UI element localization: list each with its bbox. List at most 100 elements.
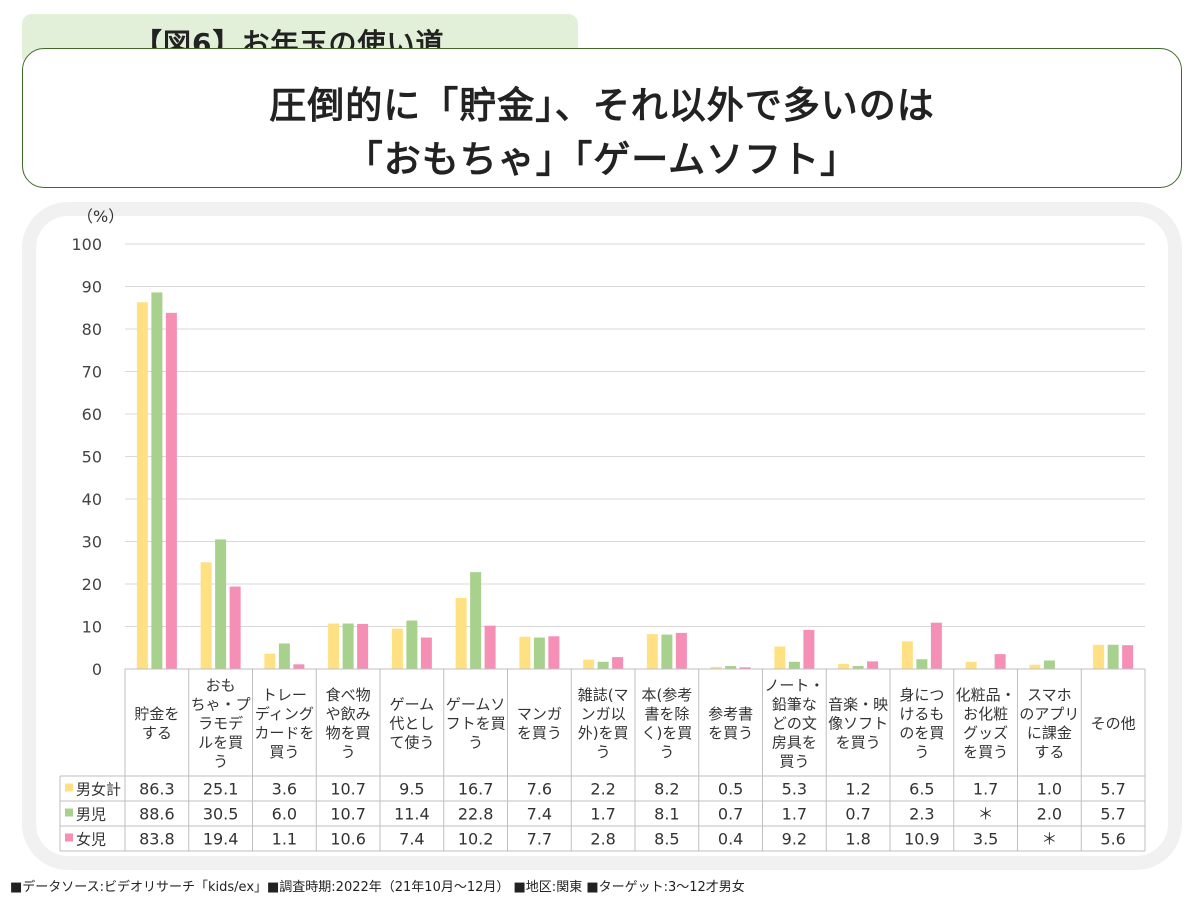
category-label-line: 書を除: [644, 705, 689, 723]
bar: [1029, 664, 1041, 669]
y-tick-label: 100: [71, 235, 102, 254]
category-label-line: その他: [1091, 715, 1136, 733]
data-value: 1.7: [973, 780, 998, 799]
category-label-line: を買う: [963, 743, 1008, 761]
category-label-line: ラモデ: [198, 715, 243, 733]
category-label: 食べ物や飲み物を買う: [326, 686, 371, 761]
data-value: 8.5: [654, 830, 679, 849]
data-value: 1.7: [590, 805, 615, 824]
bar: [484, 625, 496, 669]
bar: [533, 637, 545, 669]
category-label-line: 代とし: [389, 715, 434, 733]
data-value: 1.8: [845, 830, 870, 849]
y-tick-label: 40: [82, 490, 102, 509]
category-label-line: ノート・: [764, 677, 824, 695]
bar: [328, 623, 340, 669]
bar: [264, 653, 276, 669]
category-label: スマホのアプリに課金する: [1019, 686, 1079, 761]
category-label-line: お化粧: [963, 705, 1008, 723]
y-tick-label: 70: [82, 363, 102, 382]
category-label-line: 買う: [779, 753, 809, 771]
series-name: 男女計: [76, 781, 121, 799]
bar: [930, 622, 942, 669]
category-label-line: おも: [206, 677, 236, 695]
y-tick-label: 50: [82, 448, 102, 467]
category-label-line: う: [213, 753, 228, 771]
y-tick-label: 80: [82, 320, 102, 339]
category-label-line: 像ソフト: [828, 715, 888, 733]
category-label-line: く)を買: [641, 724, 692, 742]
category-label-line: ゲーム: [390, 696, 435, 714]
category-label-line: 身につ: [899, 686, 944, 704]
legend-key: [65, 833, 73, 842]
data-value: 16.7: [458, 780, 494, 799]
category-label-line: 参考書: [708, 705, 753, 723]
bar: [583, 659, 595, 669]
y-tick-label: 0: [92, 660, 102, 679]
bar: [136, 302, 148, 669]
bar: [710, 666, 722, 669]
category-label-line: する: [142, 724, 172, 742]
bar: [1107, 644, 1119, 669]
bar: [774, 646, 786, 669]
data-value: 8.2: [654, 780, 679, 799]
category-label: その他: [1091, 715, 1136, 733]
category-label-line: 物を買: [326, 724, 371, 742]
category-label-line: 買う: [269, 743, 299, 761]
bar: [994, 654, 1006, 669]
data-value: 8.1: [654, 805, 679, 824]
category-label-line: 鉛筆な: [772, 696, 817, 714]
category-label: 音楽・映像ソフトを買う: [828, 696, 888, 752]
category-label-line: スマホ: [1027, 686, 1072, 704]
y-unit-label: （%）: [77, 207, 124, 226]
data-value: 7.6: [527, 780, 552, 799]
bar: [200, 562, 212, 669]
category-label-line: トレー: [262, 686, 307, 704]
bar: [357, 623, 369, 669]
data-value: 6.5: [909, 780, 934, 799]
category-label-line: う: [914, 743, 929, 761]
series-name: 女児: [76, 831, 106, 849]
data-value: 0.4: [718, 830, 743, 849]
bar: [661, 634, 673, 669]
bar: [901, 641, 913, 669]
category-label: ノート・鉛筆などの文房具を買う: [764, 677, 824, 771]
data-value: ＊: [1041, 830, 1057, 849]
bar: [229, 586, 241, 669]
bar: [838, 663, 850, 669]
bar: [965, 661, 977, 669]
data-value: 25.1: [203, 780, 239, 799]
data-value: 30.5: [203, 805, 239, 824]
category-label-line: のアプリ: [1019, 705, 1079, 723]
category-label: ゲームソフトを買う: [446, 696, 506, 752]
category-label-line: ディング: [255, 705, 314, 723]
y-tick-label: 90: [82, 278, 102, 297]
bar: [646, 634, 658, 669]
bar: [342, 623, 354, 669]
bar: [165, 312, 177, 669]
category-label: トレーディングカードを買う: [254, 686, 314, 761]
bar: [406, 620, 418, 669]
category-label-line: う: [341, 743, 356, 761]
y-tick-label: 30: [82, 533, 102, 552]
category-label-line: カードを: [254, 724, 314, 742]
category-label: 化粧品・お化粧グッズを買う: [956, 686, 1016, 761]
category-label-line: て使う: [389, 734, 434, 752]
data-value: 7.4: [399, 830, 424, 849]
data-value: 19.4: [203, 830, 239, 849]
series-name: 男児: [76, 806, 106, 824]
y-tick-label: 10: [82, 618, 102, 637]
category-label-line: ルを買: [198, 734, 243, 752]
category-label-line: 化粧品・: [956, 686, 1016, 704]
title-box: 圧倒的に「貯金」、それ以外で多いのは 「おもちゃ」「ゲームソフト」: [22, 48, 1182, 188]
bar: [1122, 645, 1134, 669]
bar: [803, 629, 815, 669]
category-label-line: 貯金を: [134, 705, 179, 723]
category-label-line: に課金: [1027, 724, 1072, 742]
data-value: 3.6: [272, 780, 297, 799]
bar: [420, 637, 432, 669]
legend-key: [65, 783, 73, 792]
bar: [916, 659, 928, 669]
category-label: 貯金をする: [134, 705, 179, 742]
category-label-line: ゲームソ: [446, 696, 506, 714]
